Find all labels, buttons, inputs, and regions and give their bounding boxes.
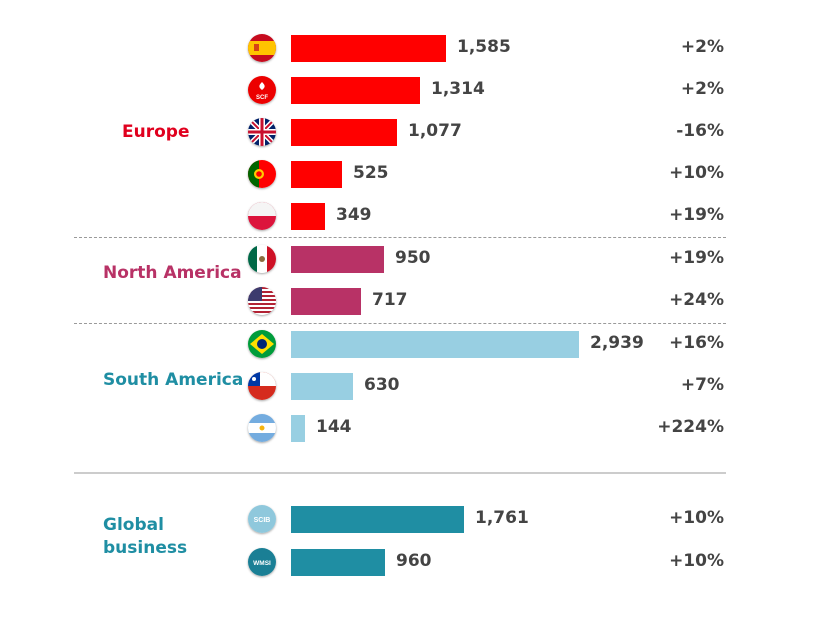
- group-label-south-america: South America: [103, 370, 244, 390]
- bar-mark: [291, 506, 464, 533]
- group-label-global-line-2: business: [103, 538, 188, 558]
- bar-value-label: 717: [372, 290, 408, 310]
- spain-flag-icon: [248, 34, 276, 62]
- bar-value-label: 144: [316, 417, 352, 437]
- scib-logo-icon: SCIB: [248, 505, 276, 533]
- svg-text:WMSI: WMSI: [253, 560, 271, 567]
- group-label-global-line-1: Global: [103, 515, 164, 535]
- bar-value-label: 2,939: [590, 333, 644, 353]
- argentina-flag-icon: [248, 414, 276, 442]
- chile-flag-icon: [248, 372, 276, 400]
- bar-mark: [291, 35, 446, 62]
- mexico-flag-icon: [248, 245, 276, 273]
- svg-text:SCIB: SCIB: [254, 517, 271, 524]
- poland-flag-icon: [248, 202, 276, 230]
- svg-text:SCF: SCF: [256, 95, 268, 101]
- bar-value-label: 960: [396, 551, 432, 571]
- change-percent-label: +24%: [669, 290, 724, 310]
- group-label-europe: Europe: [122, 122, 190, 142]
- bar-mark: [291, 246, 384, 273]
- uk-flag-icon: [248, 118, 276, 146]
- bar-mark: [291, 331, 579, 358]
- change-percent-label: +19%: [669, 248, 724, 268]
- portugal-flag-icon: [248, 160, 276, 188]
- change-percent-label: +10%: [669, 551, 724, 571]
- bar-mark: [291, 119, 397, 146]
- change-percent-label: +2%: [680, 79, 724, 99]
- wmsi-logo-icon: WMSI: [248, 548, 276, 576]
- bar-value-label: 525: [353, 163, 389, 183]
- divider-europe-north-america: [74, 237, 726, 238]
- change-percent-label: -16%: [676, 121, 724, 141]
- bar-value-label: 630: [364, 375, 400, 395]
- group-label-global-business: Global business: [103, 514, 187, 560]
- change-percent-label: +224%: [657, 417, 724, 437]
- change-percent-label: +16%: [669, 333, 724, 353]
- change-percent-label: +2%: [680, 37, 724, 57]
- change-percent-label: +10%: [669, 163, 724, 183]
- bar-mark: [291, 203, 325, 230]
- bar-mark: [291, 373, 353, 400]
- bar-mark: [291, 288, 361, 315]
- bar-mark: [291, 161, 342, 188]
- change-percent-label: +7%: [680, 375, 724, 395]
- change-percent-label: +10%: [669, 508, 724, 528]
- divider-north-south-america: [74, 323, 726, 324]
- bar-value-label: 1,585: [457, 37, 511, 57]
- bar-value-label: 1,314: [431, 79, 485, 99]
- brazil-flag-icon: [248, 330, 276, 358]
- bar-value-label: 950: [395, 248, 431, 268]
- bar-value-label: 1,077: [408, 121, 462, 141]
- divider-global-business: [74, 472, 726, 474]
- bar-mark: [291, 77, 420, 104]
- group-label-north-america: North America: [103, 263, 242, 283]
- bar-mark: [291, 549, 385, 576]
- scf-logo-icon: SCF: [248, 76, 276, 104]
- usa-flag-icon: [248, 287, 276, 315]
- bar-mark: [291, 415, 305, 442]
- bar-value-label: 1,761: [475, 508, 529, 528]
- bar-value-label: 349: [336, 205, 372, 225]
- change-percent-label: +19%: [669, 205, 724, 225]
